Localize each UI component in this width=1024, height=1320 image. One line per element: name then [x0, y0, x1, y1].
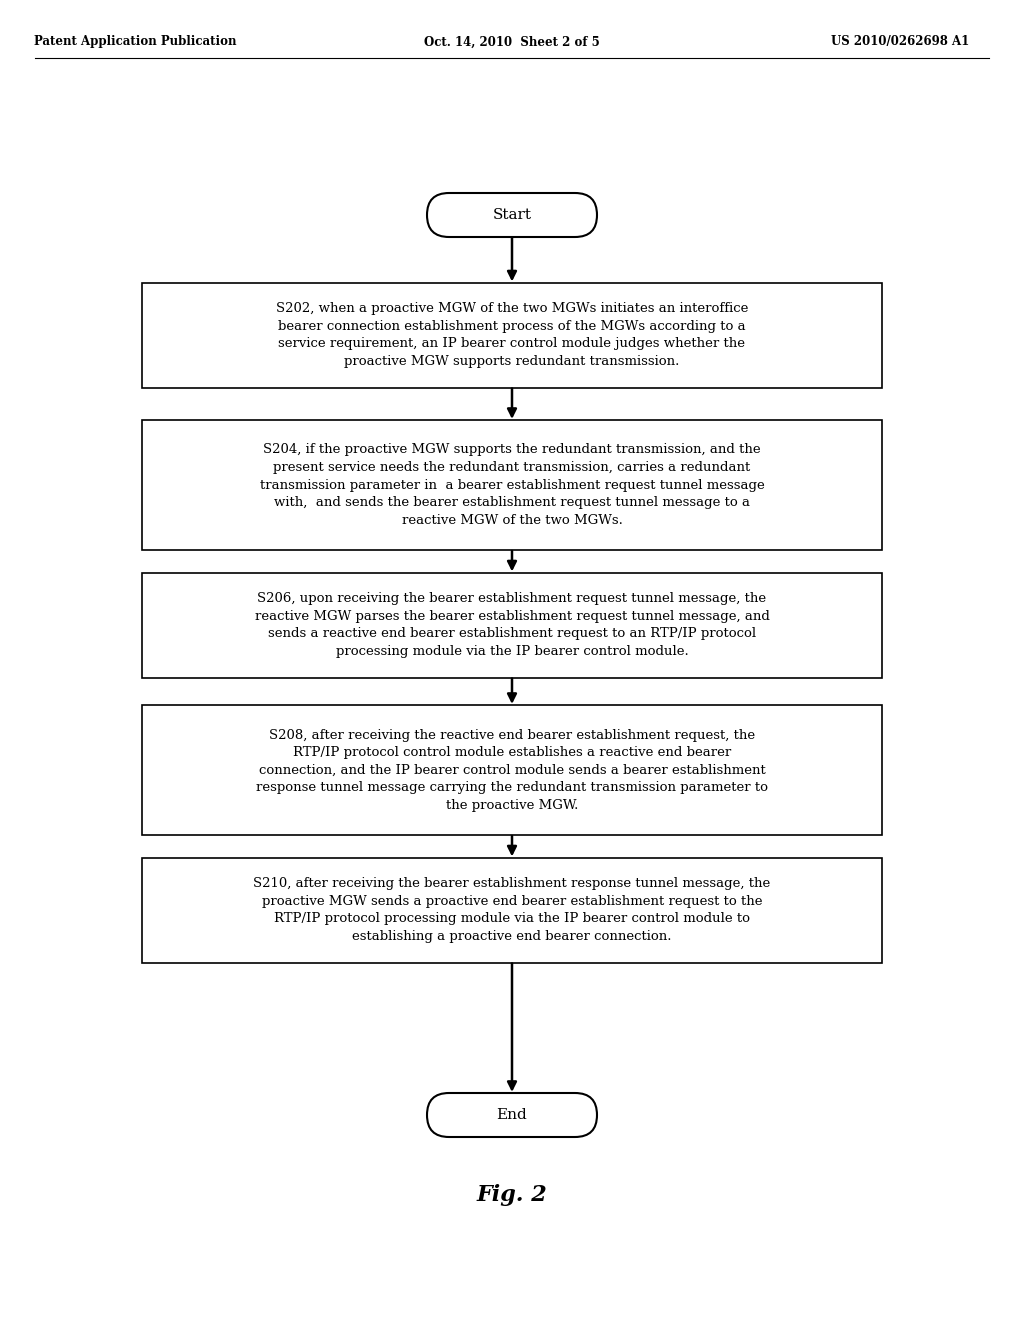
Text: US 2010/0262698 A1: US 2010/0262698 A1	[830, 36, 969, 49]
Text: S206, upon receiving the bearer establishment request tunnel message, the
reacti: S206, upon receiving the bearer establis…	[255, 593, 769, 657]
FancyBboxPatch shape	[427, 1093, 597, 1137]
Text: S202, when a proactive MGW of the two MGWs initiates an interoffice
bearer conne: S202, when a proactive MGW of the two MG…	[275, 302, 749, 368]
FancyBboxPatch shape	[142, 282, 882, 388]
FancyBboxPatch shape	[142, 573, 882, 677]
FancyBboxPatch shape	[142, 420, 882, 550]
Text: Fig. 2: Fig. 2	[476, 1184, 548, 1206]
FancyBboxPatch shape	[142, 858, 882, 962]
Text: S204, if the proactive MGW supports the redundant transmission, and the
present : S204, if the proactive MGW supports the …	[260, 444, 764, 527]
Text: Start: Start	[493, 209, 531, 222]
Text: End: End	[497, 1107, 527, 1122]
Text: Oct. 14, 2010  Sheet 2 of 5: Oct. 14, 2010 Sheet 2 of 5	[424, 36, 600, 49]
Text: Patent Application Publication: Patent Application Publication	[34, 36, 237, 49]
Text: S208, after receiving the reactive end bearer establishment request, the
RTP/IP : S208, after receiving the reactive end b…	[256, 729, 768, 812]
FancyBboxPatch shape	[142, 705, 882, 836]
Text: S210, after receiving the bearer establishment response tunnel message, the
proa: S210, after receiving the bearer establi…	[253, 878, 771, 942]
FancyBboxPatch shape	[427, 193, 597, 238]
